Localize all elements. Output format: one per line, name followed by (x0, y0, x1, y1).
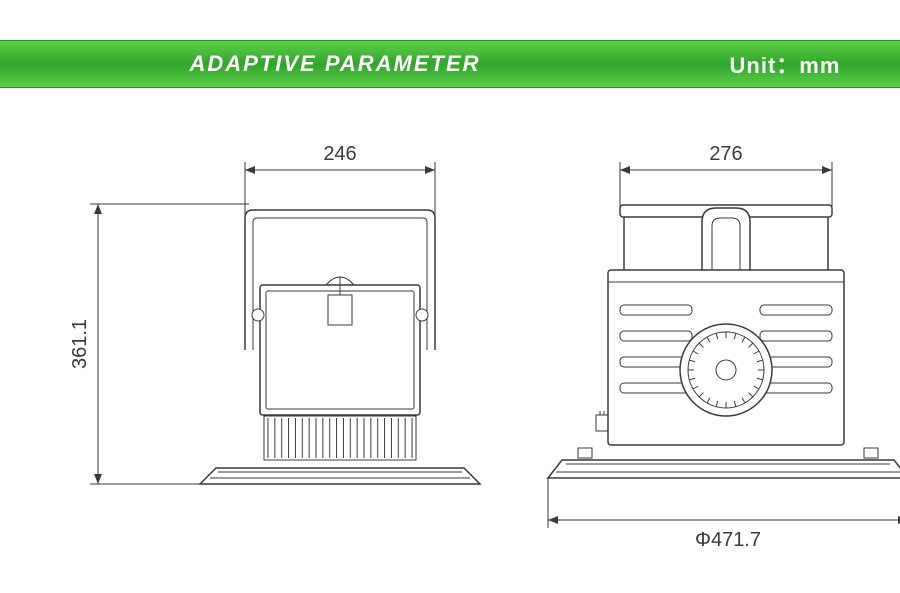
side-view: 276 Φ471.7 (548, 143, 900, 551)
dim-diameter-471: Φ471.7 (695, 529, 761, 551)
front-view: 246 361.1 (69, 143, 480, 484)
header-bar: ADAPTIVE PARAMETER Unit：mm (0, 40, 900, 88)
dim-height-361: 361.1 (69, 319, 91, 369)
header-title: ADAPTIVE PARAMETER (0, 51, 670, 77)
dimension-drawing: 246 361.1 276 Φ471.7 (0, 130, 900, 570)
dim-width-276: 276 (709, 143, 742, 165)
dim-width-246: 246 (323, 143, 356, 165)
diagram-area: 246 361.1 276 Φ471.7 (0, 130, 900, 570)
header-unit: Unit：mm (670, 48, 900, 80)
